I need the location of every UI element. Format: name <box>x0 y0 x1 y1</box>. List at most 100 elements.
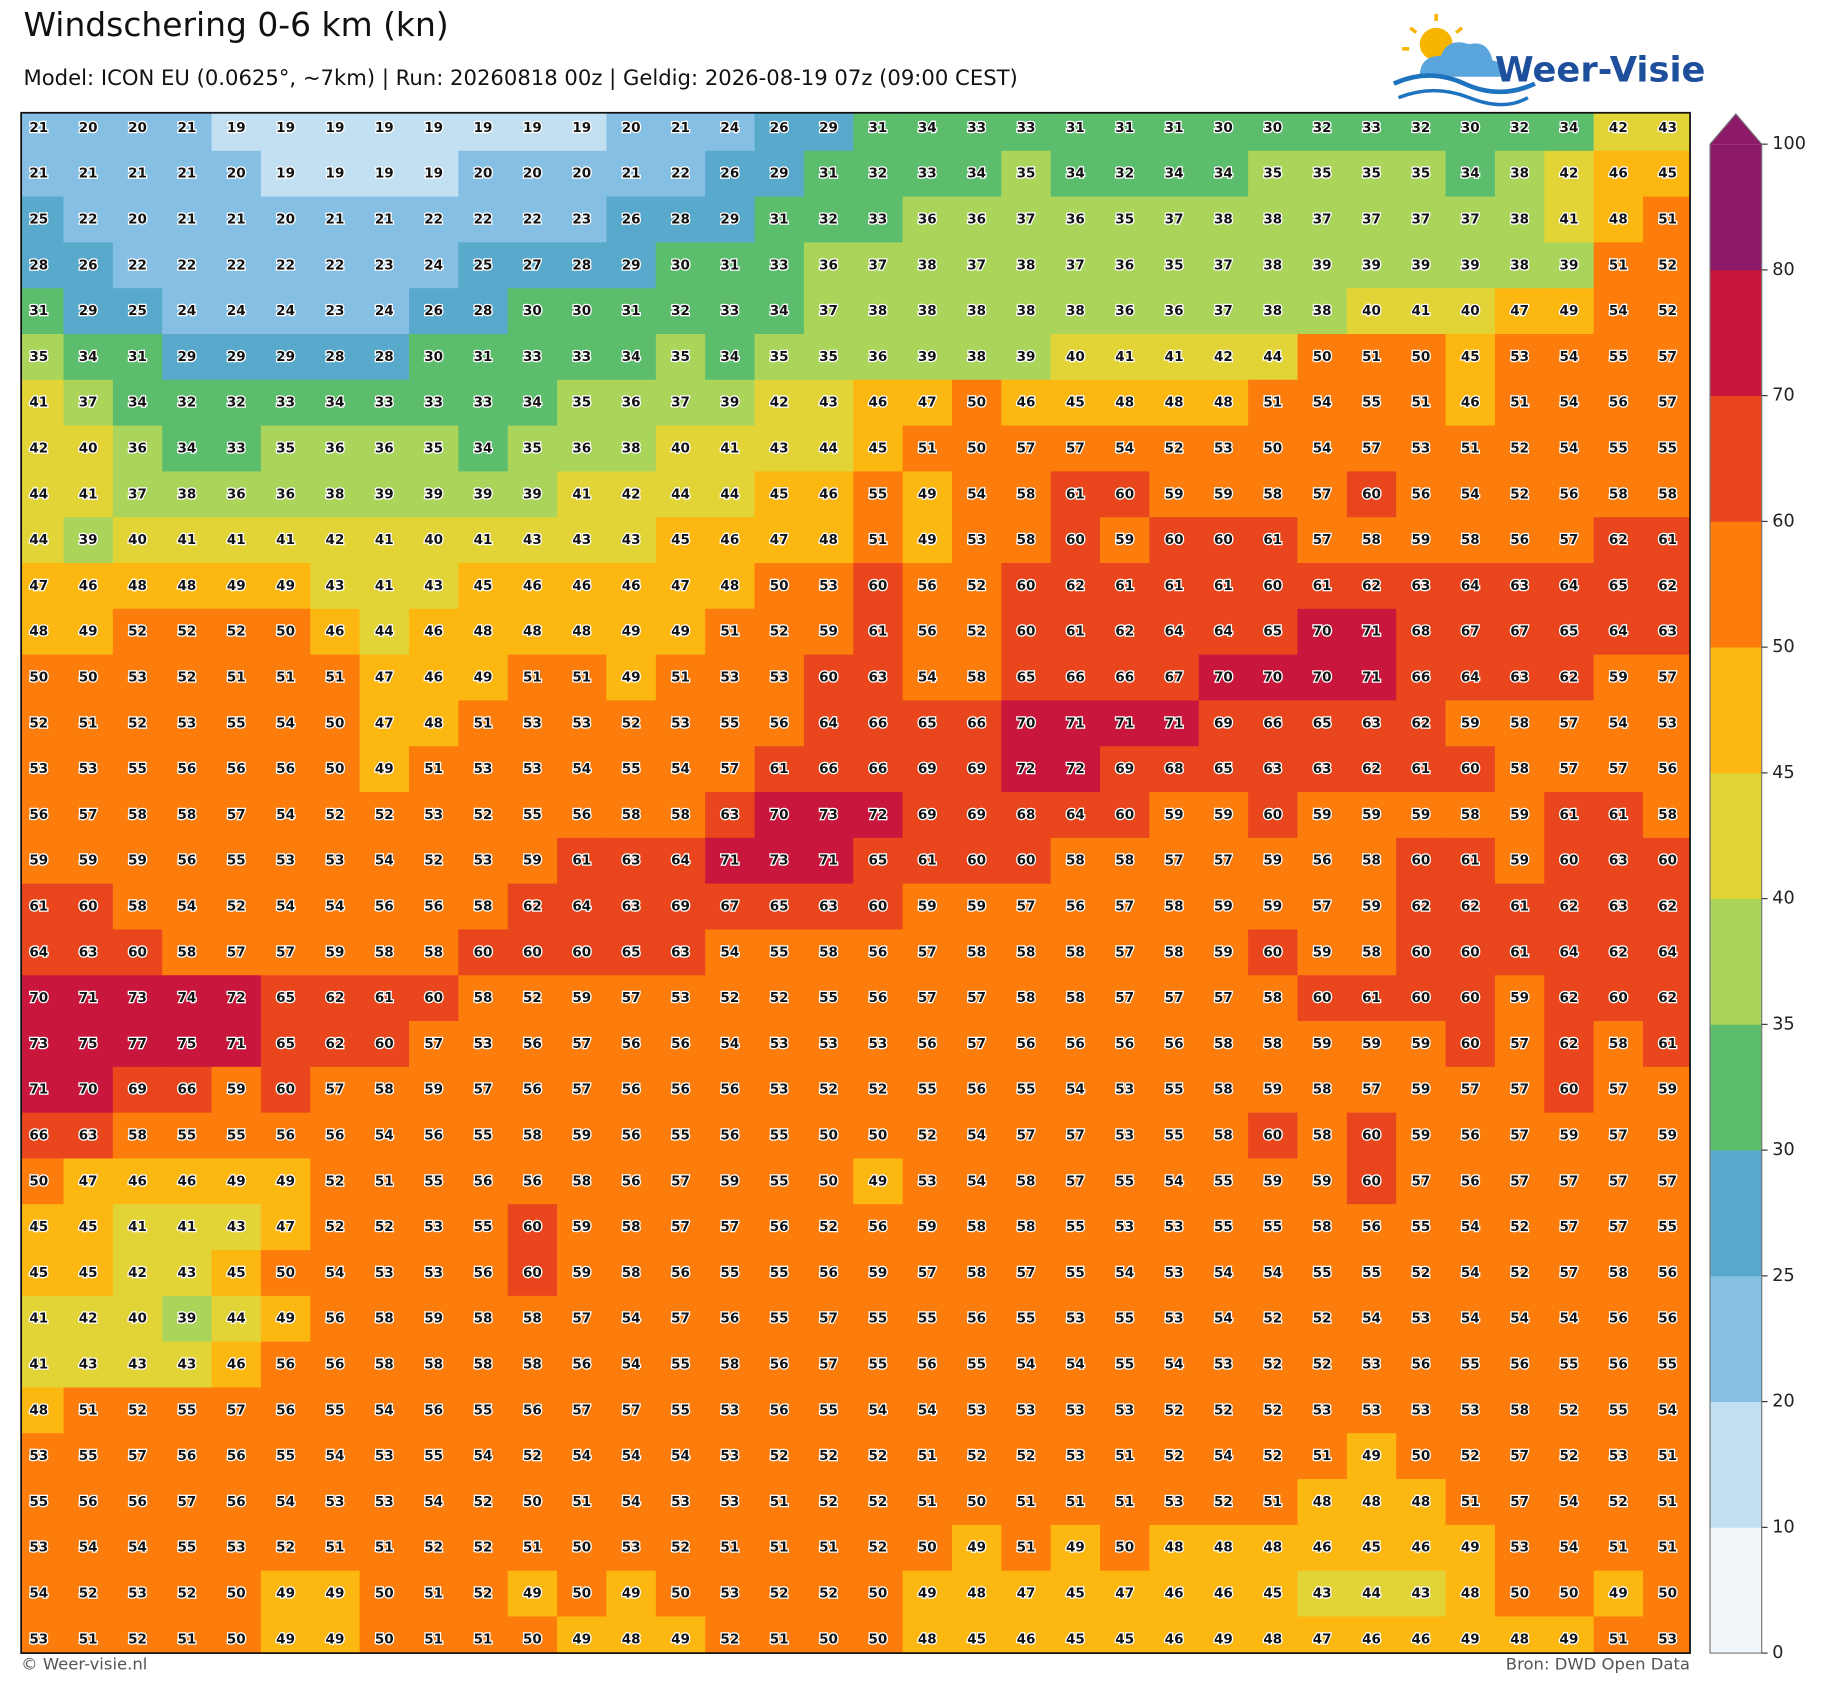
value-label: 62 <box>1411 716 1430 731</box>
value-label: 50 <box>819 1174 838 1189</box>
value-label: 22 <box>671 167 690 182</box>
value-label: 56 <box>720 1129 739 1144</box>
cell <box>1248 608 1299 656</box>
value-label: 53 <box>1115 1129 1134 1144</box>
value-label: 35 <box>29 350 48 365</box>
cell <box>853 700 904 747</box>
cell <box>1248 196 1299 243</box>
value-label: 48 <box>1115 396 1134 411</box>
cell <box>1346 196 1397 243</box>
cell <box>557 150 608 198</box>
cell <box>1149 837 1200 885</box>
value-label: 52 <box>869 1449 888 1464</box>
value-label: 45 <box>1066 1632 1085 1647</box>
value-label: 20 <box>276 213 295 228</box>
value-label: 51 <box>572 671 591 686</box>
cell <box>408 654 459 701</box>
cell <box>1396 837 1447 885</box>
value-label: 59 <box>227 1083 246 1098</box>
cell <box>1544 379 1595 427</box>
value-label: 59 <box>1658 1129 1677 1144</box>
value-label: 60 <box>1263 808 1282 823</box>
value-label: 45 <box>1066 1587 1085 1602</box>
value-label: 37 <box>967 258 986 273</box>
value-label: 55 <box>474 1220 493 1235</box>
value-label: 50 <box>819 1129 838 1144</box>
value-label: 42 <box>1609 121 1628 136</box>
value-label: 53 <box>720 671 739 686</box>
cell <box>1050 242 1101 289</box>
value-label: 34 <box>326 396 345 411</box>
value-label: 57 <box>1066 442 1085 457</box>
cell <box>507 563 558 610</box>
value-label: 40 <box>128 1312 147 1327</box>
cell <box>1198 379 1249 427</box>
cell <box>853 150 904 198</box>
cell <box>1346 242 1397 289</box>
cell <box>1001 288 1052 335</box>
value-label: 45 <box>1658 167 1677 182</box>
value-label: 43 <box>819 396 838 411</box>
cell <box>310 242 361 289</box>
value-label: 63 <box>819 900 838 915</box>
cell <box>754 471 805 518</box>
value-label: 53 <box>1411 1403 1430 1418</box>
value-label: 55 <box>671 1129 690 1144</box>
value-label: 59 <box>1263 854 1282 869</box>
value-label: 52 <box>29 716 48 731</box>
cell <box>557 242 608 289</box>
value-label: 59 <box>1560 1129 1579 1144</box>
cell <box>1001 563 1052 610</box>
value-label: 70 <box>1313 625 1332 640</box>
colorbar-segment <box>1710 772 1762 899</box>
value-label: 22 <box>227 258 246 273</box>
cell <box>1100 654 1150 701</box>
cell <box>1198 654 1249 701</box>
value-label: 39 <box>918 350 937 365</box>
value-label: 54 <box>572 1449 591 1464</box>
value-label: 52 <box>1313 1358 1332 1373</box>
cell <box>803 517 854 564</box>
cell <box>211 883 262 931</box>
cell <box>63 563 114 610</box>
value-label: 60 <box>128 945 147 960</box>
value-label: 58 <box>375 1358 394 1373</box>
cell <box>260 517 311 564</box>
colorbar-segment <box>1710 1401 1762 1528</box>
value-label: 42 <box>770 396 789 411</box>
value-label: 33 <box>869 213 888 228</box>
cell <box>1445 837 1496 885</box>
value-label: 39 <box>424 487 443 502</box>
value-label: 51 <box>523 671 542 686</box>
cell <box>1100 792 1150 839</box>
value-label: 33 <box>967 121 986 136</box>
value-label: 52 <box>227 900 246 915</box>
value-label: 33 <box>572 350 591 365</box>
value-label: 39 <box>1017 350 1036 365</box>
value-label: 58 <box>424 1358 443 1373</box>
value-label: 54 <box>1214 1449 1233 1464</box>
cell <box>21 333 65 381</box>
cell <box>1001 837 1052 885</box>
cell <box>951 792 1002 839</box>
cell <box>1445 517 1496 564</box>
cell <box>112 150 163 198</box>
colorbar-segment <box>1710 395 1762 522</box>
value-label: 33 <box>474 396 493 411</box>
value-label: 38 <box>326 487 345 502</box>
value-label: 57 <box>1313 533 1332 548</box>
value-label: 62 <box>1461 900 1480 915</box>
value-label: 47 <box>375 716 394 731</box>
value-label: 44 <box>1263 350 1282 365</box>
value-label: 58 <box>523 1312 542 1327</box>
value-label: 60 <box>572 945 591 960</box>
cell <box>507 288 558 335</box>
value-label: 63 <box>1658 625 1677 640</box>
value-label: 56 <box>770 716 789 731</box>
cell <box>1494 112 1545 152</box>
value-label: 56 <box>424 1403 443 1418</box>
cell <box>112 196 163 243</box>
value-label: 58 <box>1609 1266 1628 1281</box>
value-label: 49 <box>622 671 641 686</box>
cell <box>1100 837 1150 885</box>
